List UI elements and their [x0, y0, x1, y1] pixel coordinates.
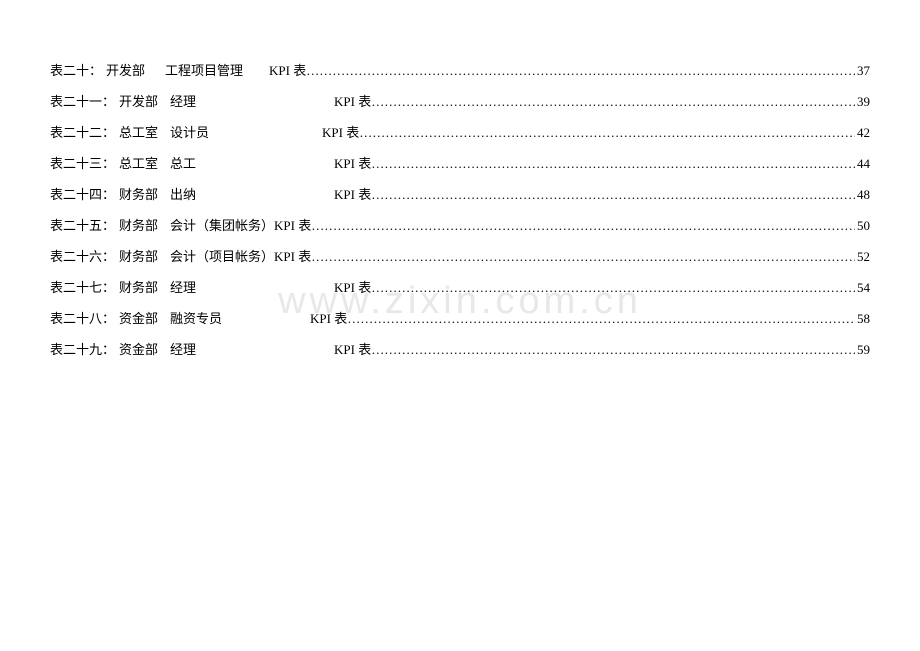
toc-dept: 财务部	[119, 184, 158, 203]
toc-role: 总工	[170, 153, 270, 172]
toc-kpi: KPI 表	[334, 153, 371, 172]
toc-label: 表二十：	[50, 60, 102, 79]
toc-kpi: KPI 表	[274, 246, 311, 265]
toc-dept: 财务部	[119, 246, 158, 265]
toc-container: 表二十： 开发部 工程项目管理 KPI 表 …………………………………………………	[50, 60, 870, 358]
toc-dept: 开发部	[119, 91, 158, 110]
toc-role: 设计员	[170, 122, 270, 141]
toc-label: 表二十六：	[50, 246, 115, 265]
toc-dept: 总工室	[119, 122, 158, 141]
toc-page: 39	[857, 94, 870, 110]
toc-page: 44	[857, 156, 870, 172]
toc-dots: ……………………………………………………………………………………………………………	[371, 94, 855, 110]
toc-role: 经理	[170, 91, 270, 110]
toc-dept: 总工室	[119, 153, 158, 172]
toc-role: 工程项目管理	[165, 60, 265, 79]
toc-role: 出纳	[170, 184, 270, 203]
toc-label: 表二十九：	[50, 339, 115, 358]
toc-role: 经理	[170, 339, 270, 358]
toc-entry: 表二十： 开发部 工程项目管理 KPI 表 …………………………………………………	[50, 60, 870, 79]
toc-entry: 表二十八： 资金部 融资专员 KPI 表 ……………………………………………………	[50, 308, 870, 327]
toc-label: 表二十八：	[50, 308, 115, 327]
toc-page: 58	[857, 311, 870, 327]
toc-kpi: KPI 表	[322, 122, 359, 141]
toc-dots: ……………………………………………………………………………………………………………	[311, 218, 855, 234]
toc-dots: ……………………………………………………………………………………………………………	[347, 311, 855, 327]
toc-kpi: KPI 表	[334, 339, 371, 358]
toc-dots: ……………………………………………………………………………………………………………	[306, 63, 855, 79]
toc-page: 42	[857, 125, 870, 141]
toc-entry: 表二十六： 财务部 会计（项目帐务） KPI 表 …………………………………………	[50, 246, 870, 265]
toc-kpi: KPI 表	[310, 308, 347, 327]
toc-entry: 表二十二： 总工室 设计员 KPI 表 ………………………………………………………	[50, 122, 870, 141]
toc-page: 52	[857, 249, 870, 265]
toc-dept: 资金部	[119, 308, 158, 327]
toc-page: 50	[857, 218, 870, 234]
toc-role: 融资专员	[170, 308, 270, 327]
toc-label: 表二十二：	[50, 122, 115, 141]
toc-kpi: KPI 表	[274, 215, 311, 234]
toc-dots: ……………………………………………………………………………………………………………	[371, 187, 855, 203]
toc-kpi: KPI 表	[334, 277, 371, 296]
toc-page: 37	[857, 63, 870, 79]
toc-dept: 开发部	[106, 60, 145, 79]
toc-dots: ……………………………………………………………………………………………………………	[371, 342, 855, 358]
toc-dept: 财务部	[119, 215, 158, 234]
toc-label: 表二十五：	[50, 215, 115, 234]
toc-dots: ……………………………………………………………………………………………………………	[371, 156, 855, 172]
toc-entry: 表二十七： 财务部 经理 KPI 表 …………………………………………………………	[50, 277, 870, 296]
toc-label: 表二十一：	[50, 91, 115, 110]
toc-entry: 表二十九： 资金部 经理 KPI 表 …………………………………………………………	[50, 339, 870, 358]
toc-label: 表二十三：	[50, 153, 115, 172]
toc-entry: 表二十四： 财务部 出纳 KPI 表 …………………………………………………………	[50, 184, 870, 203]
toc-page: 59	[857, 342, 870, 358]
toc-kpi: KPI 表	[334, 184, 371, 203]
toc-dots: ……………………………………………………………………………………………………………	[359, 125, 855, 141]
toc-kpi: KPI 表	[334, 91, 371, 110]
toc-role: 会计（项目帐务）	[170, 246, 274, 265]
toc-role: 会计（集团帐务）	[170, 215, 274, 234]
toc-dept: 资金部	[119, 339, 158, 358]
toc-dept: 财务部	[119, 277, 158, 296]
toc-kpi: KPI 表	[269, 60, 306, 79]
toc-dots: ……………………………………………………………………………………………………………	[311, 249, 855, 265]
toc-entry: 表二十三： 总工室 总工 KPI 表 …………………………………………………………	[50, 153, 870, 172]
toc-page: 54	[857, 280, 870, 296]
toc-role: 经理	[170, 277, 270, 296]
toc-entry: 表二十一： 开发部 经理 KPI 表 …………………………………………………………	[50, 91, 870, 110]
toc-label: 表二十四：	[50, 184, 115, 203]
toc-label: 表二十七：	[50, 277, 115, 296]
toc-dots: ……………………………………………………………………………………………………………	[371, 280, 855, 296]
toc-page: 48	[857, 187, 870, 203]
toc-entry: 表二十五： 财务部 会计（集团帐务） KPI 表 …………………………………………	[50, 215, 870, 234]
